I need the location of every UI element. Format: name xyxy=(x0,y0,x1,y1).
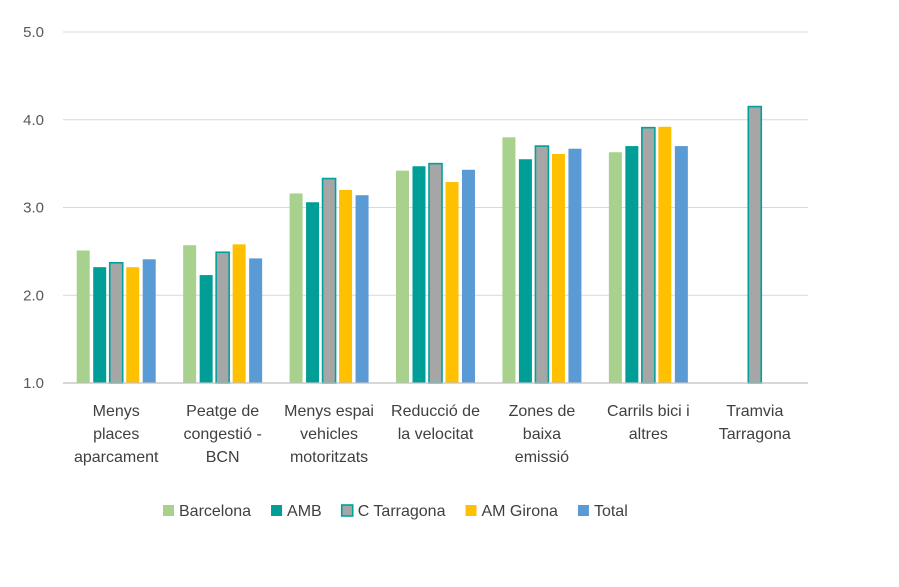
bar-c-tarragona xyxy=(641,126,656,384)
x-tick-label: Peatge de congestió -BCN xyxy=(184,403,262,466)
y-tick-label: 5.0 xyxy=(23,24,44,41)
bar-am-girona xyxy=(339,189,353,383)
bar-am-girona xyxy=(658,126,672,384)
legend-item: Barcelona xyxy=(163,503,251,520)
bar-barcelona xyxy=(396,170,409,383)
x-tick-label: Menys places aparcament xyxy=(74,403,159,466)
bar-c-tarragona xyxy=(108,261,124,384)
bar-c-tarragona xyxy=(428,162,443,384)
legend-item: Total xyxy=(577,503,628,520)
bars xyxy=(76,105,763,384)
bar-barcelona xyxy=(608,152,622,383)
bar-barcelona xyxy=(183,245,197,383)
y-tick-label: 1.0 xyxy=(23,375,44,392)
x-tick-label: Reducció de la velocitat xyxy=(391,403,480,443)
y-tick-label: 4.0 xyxy=(23,112,44,129)
x-tick-label: Tramvia Tarragona xyxy=(719,403,791,443)
bar-total xyxy=(568,148,582,383)
legend-swatch xyxy=(163,505,174,516)
legend-label: AM Girona xyxy=(481,503,558,520)
bar-c-tarragona xyxy=(215,251,230,384)
bar-barcelona xyxy=(76,250,90,383)
bar-amb xyxy=(93,267,107,383)
bar-total xyxy=(674,146,688,383)
x-tick-label: Zones de baixa emissió xyxy=(509,403,576,466)
legend-swatch xyxy=(340,504,354,517)
bar-am-girona xyxy=(232,244,246,383)
bar-amb xyxy=(625,146,639,383)
legend-label: Total xyxy=(594,503,628,520)
bar-amb xyxy=(412,166,426,383)
bar-total xyxy=(462,169,475,383)
bar-barcelona xyxy=(289,193,303,383)
legend: Barcelona AMB C Tarragona AM Girona Total xyxy=(163,503,628,520)
bar-c-tarragona xyxy=(534,145,550,384)
x-tick-label: Carrils bici i altres xyxy=(607,403,690,443)
legend-item: C Tarragona xyxy=(340,503,446,520)
legend-label: AMB xyxy=(287,503,322,520)
legend-item: AM Girona xyxy=(465,503,558,520)
category-labels: Menys places aparcament Peatge de congestió … xyxy=(74,403,791,466)
legend-item: AMB xyxy=(271,503,322,520)
bar-c-tarragona xyxy=(321,177,337,384)
legend-label: C Tarragona xyxy=(358,503,446,520)
legend-label: Barcelona xyxy=(179,503,251,520)
bar-am-girona xyxy=(445,182,459,383)
y-tick-label: 2.0 xyxy=(23,287,44,304)
bar-amb xyxy=(199,275,213,383)
bar-total xyxy=(249,258,263,383)
y-axis-ticks: 1.0 2.0 3.0 4.0 5.0 xyxy=(23,24,44,392)
bar-total xyxy=(142,259,156,383)
legend-swatch xyxy=(577,505,589,516)
x-tick-label: Menys espai vehicles motoritzats xyxy=(284,403,374,466)
bar-am-girona xyxy=(126,267,140,383)
bar-amb xyxy=(306,202,320,383)
y-tick-label: 3.0 xyxy=(23,200,44,217)
legend-swatch xyxy=(271,505,283,516)
bar-total xyxy=(355,195,369,383)
bar-barcelona xyxy=(502,137,516,383)
bar-amb xyxy=(518,159,532,383)
legend-swatch xyxy=(465,505,477,516)
bar-am-girona xyxy=(551,153,565,383)
bar-c-tarragona xyxy=(747,105,763,384)
